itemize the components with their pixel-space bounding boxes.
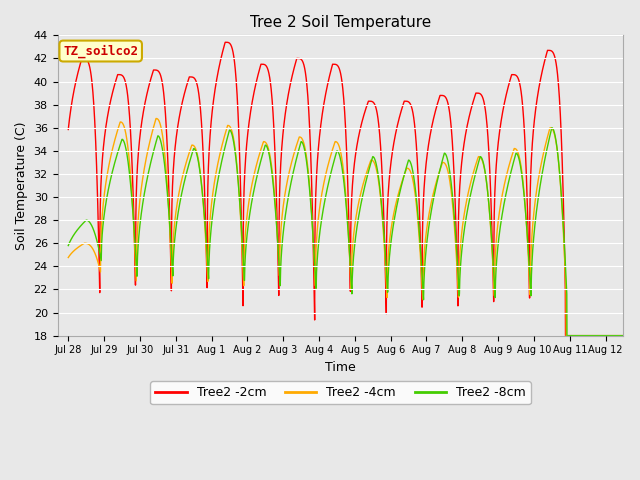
Tree2 -8cm [609, 333, 617, 338]
Tree2 -2cm [549, 49, 557, 55]
Line: Tree2 -4cm: Tree2 -4cm [68, 119, 623, 336]
Tree2 -4cm [609, 333, 617, 338]
Tree2 -8cm [563, 333, 571, 338]
Tree2 -4cm [549, 127, 557, 133]
Tree2 -8cm [301, 150, 309, 156]
Tree2 -2cm [562, 333, 570, 338]
Tree2 -4cm [128, 187, 136, 192]
Tree2 -4cm [161, 151, 168, 156]
Title: Tree 2 Soil Temperature: Tree 2 Soil Temperature [250, 15, 431, 30]
Tree2 -2cm [128, 150, 136, 156]
Tree2 -4cm [65, 254, 72, 260]
Y-axis label: Soil Temperature (C): Soil Temperature (C) [15, 121, 28, 250]
Tree2 -8cm [548, 125, 556, 131]
Tree2 -8cm [277, 255, 285, 261]
Tree2 -8cm [65, 243, 72, 249]
Tree2 -4cm [301, 147, 309, 153]
Text: TZ_soilco2: TZ_soilco2 [63, 44, 138, 58]
Line: Tree2 -8cm: Tree2 -8cm [68, 128, 623, 336]
Tree2 -2cm [301, 70, 309, 75]
Tree2 -2cm [620, 333, 627, 338]
Line: Tree2 -2cm: Tree2 -2cm [68, 42, 623, 336]
Tree2 -2cm [278, 151, 285, 156]
Tree2 -4cm [563, 333, 570, 338]
Tree2 -4cm [152, 116, 160, 121]
Tree2 -2cm [161, 99, 168, 105]
Tree2 -4cm [620, 333, 627, 338]
Legend: Tree2 -2cm, Tree2 -4cm, Tree2 -8cm: Tree2 -2cm, Tree2 -4cm, Tree2 -8cm [150, 382, 531, 405]
Tree2 -8cm [161, 161, 168, 167]
Tree2 -2cm [221, 39, 229, 45]
Tree2 -2cm [65, 127, 72, 132]
Tree2 -4cm [278, 222, 285, 228]
Tree2 -8cm [128, 192, 136, 198]
Tree2 -8cm [549, 126, 557, 132]
Tree2 -2cm [609, 333, 617, 338]
Tree2 -8cm [620, 333, 627, 338]
X-axis label: Time: Time [325, 361, 356, 374]
